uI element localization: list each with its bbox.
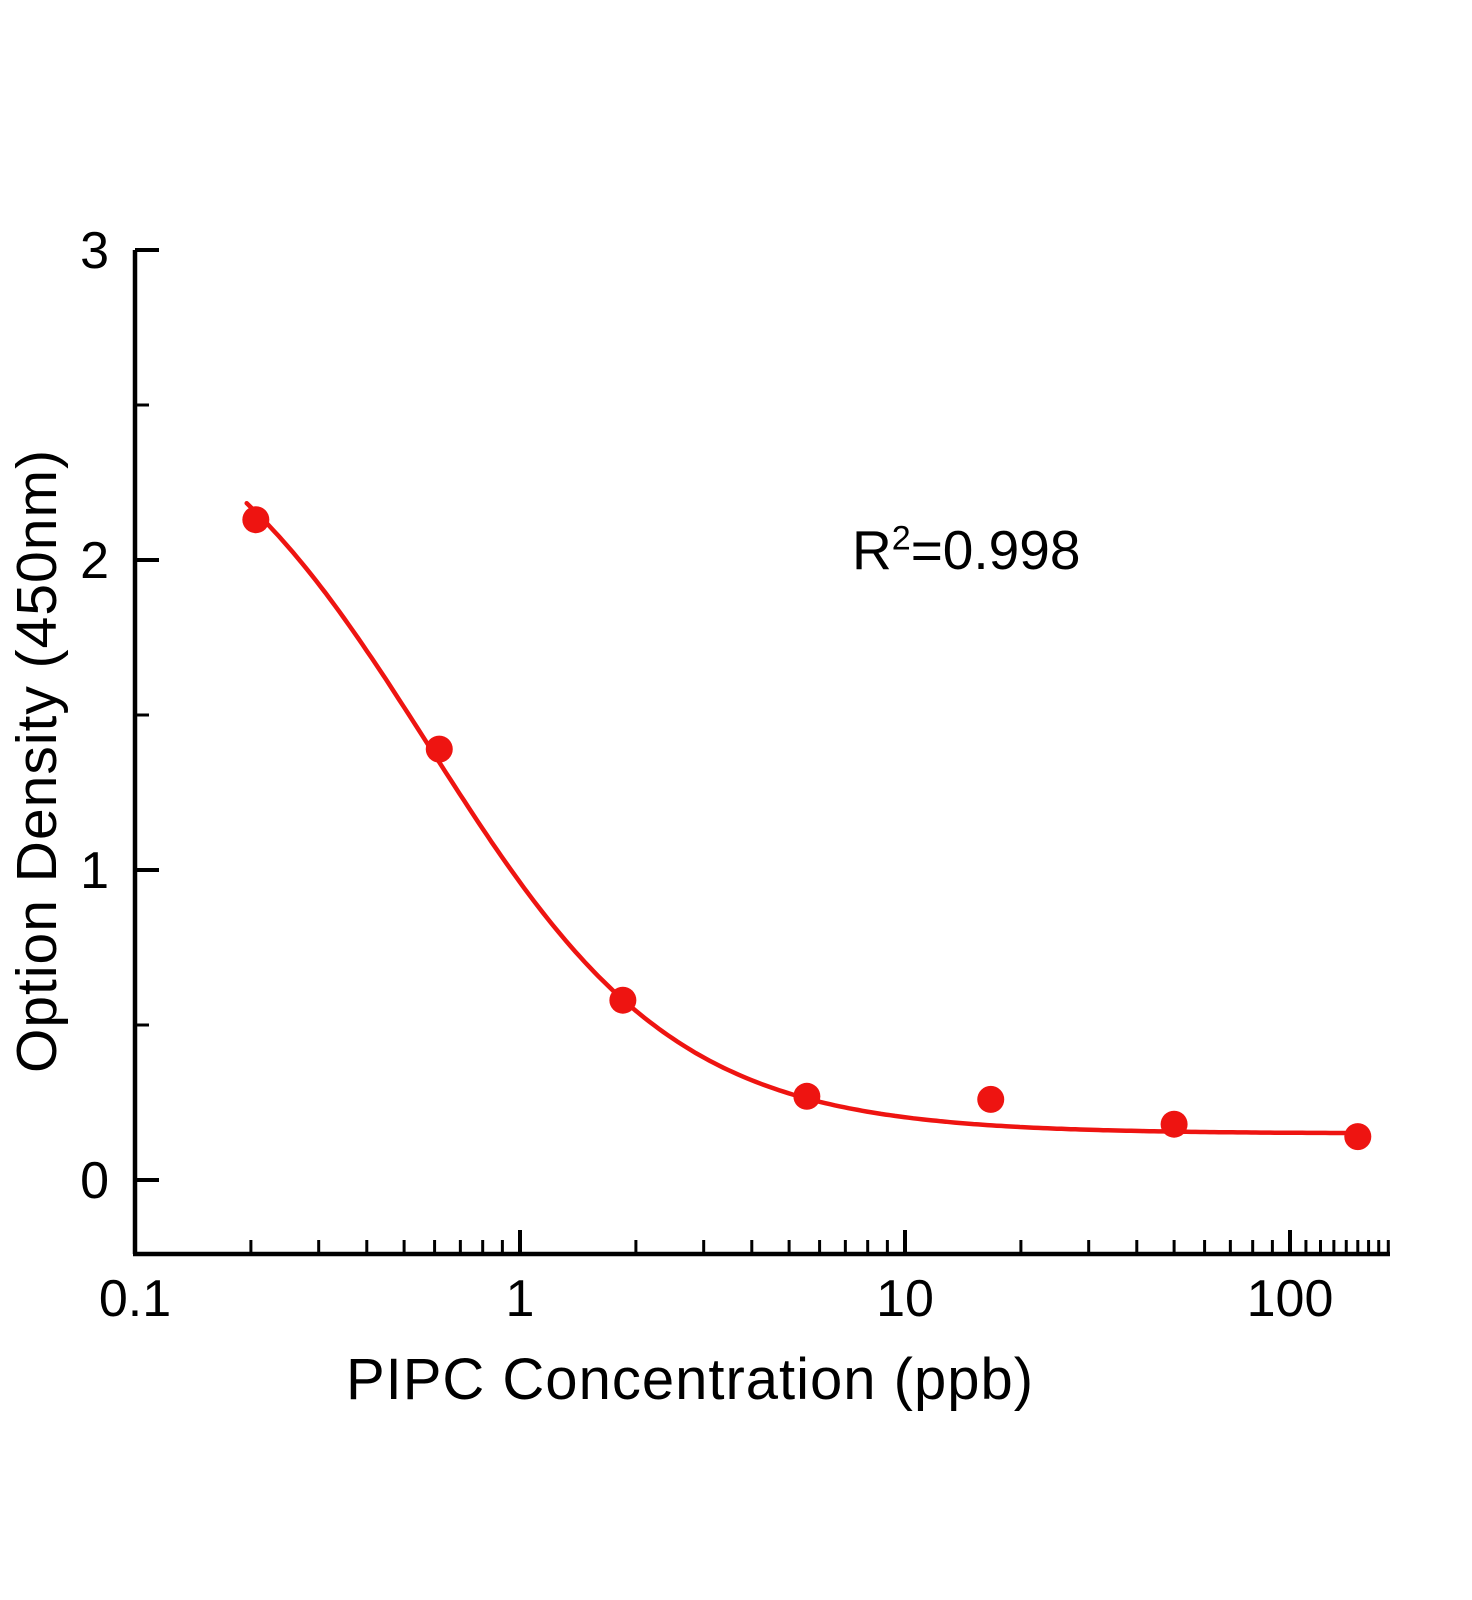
data-point xyxy=(609,986,637,1014)
data-point xyxy=(425,735,453,763)
y-tick-label: 0 xyxy=(80,1152,109,1210)
data-point xyxy=(793,1082,821,1110)
r-squared-annotation: R2=0.998 xyxy=(852,518,1080,582)
data-point xyxy=(1344,1123,1372,1151)
x-axis-title: PIPC Concentration (ppb) xyxy=(345,1347,1035,1412)
y-tick-label: 3 xyxy=(80,222,109,280)
data-point xyxy=(242,506,270,534)
y-tick-label: 2 xyxy=(80,532,109,590)
x-tick-label: 100 xyxy=(1247,1270,1334,1328)
data-point xyxy=(977,1085,1005,1113)
x-tick-label: 1 xyxy=(506,1270,535,1328)
r-squared-value: =0.998 xyxy=(910,519,1081,581)
y-axis-title: Option Density (450nm) xyxy=(5,449,69,1073)
x-tick-label: 0.1 xyxy=(99,1270,171,1328)
r-squared-base: R xyxy=(852,519,892,581)
fit-curve xyxy=(244,500,1361,1136)
y-tick-label: 1 xyxy=(80,842,109,900)
r-squared-exponent: 2 xyxy=(891,519,911,558)
x-tick-label: 10 xyxy=(876,1270,934,1328)
data-point xyxy=(1160,1110,1188,1138)
